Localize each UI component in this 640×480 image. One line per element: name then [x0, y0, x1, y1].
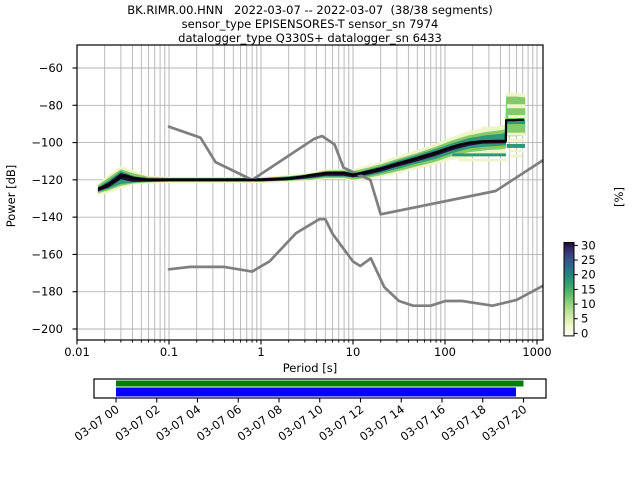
- timeline-tick-label: 03-07 08: [235, 402, 285, 444]
- histogram-cell-strip: [506, 143, 526, 148]
- y-tick-label: −60: [39, 61, 63, 75]
- psd-mode-line: [98, 118, 524, 190]
- x-tick-label: 100: [434, 345, 456, 359]
- timeline-tick-label: 03-07 14: [357, 402, 407, 444]
- histogram-cell-strip: [507, 132, 525, 136]
- y-tick-label: −180: [31, 285, 63, 299]
- figure-title-line2: sensor_type EPISENSORES-T sensor_sn 7974: [182, 17, 439, 31]
- x-tick-label: 1000: [522, 345, 551, 359]
- plot-axes: 0.01 0.1 1 10 100 1000 −60 −80 −100 −120 −140 −160 −…: [31, 44, 552, 359]
- x-axis-label: Period [s]: [283, 361, 337, 375]
- colorbar-tick-label: 15: [581, 282, 596, 296]
- histogram-cell-strip: [507, 104, 526, 109]
- psd-mode-polyline: [98, 118, 524, 190]
- colorbar-label: [%]: [612, 187, 626, 207]
- y-tick-label: −120: [31, 173, 63, 187]
- noise-model-line: [167, 217, 543, 308]
- peterson-noise-model-lines: [167, 125, 543, 308]
- timeline-tick-label: 03-07 02: [112, 402, 162, 444]
- colorbar-tick-label: 25: [581, 253, 596, 267]
- timeline-data-coverage-bar: [116, 380, 524, 387]
- histogram-cell-strip: [510, 154, 523, 158]
- y-tick-label: −200: [31, 322, 63, 336]
- histogram-cell-strip: [506, 120, 526, 125]
- x-tick-label: 10: [346, 345, 361, 359]
- histogram-cell-strip: [452, 153, 506, 157]
- colorbar-tick-label: 10: [581, 297, 596, 311]
- x-tick-label: 0.01: [64, 345, 90, 359]
- figure-title-line3: datalogger_type Q330S+ datalogger_sn 643…: [178, 31, 442, 45]
- colorbar-gradient: [563, 241, 575, 337]
- timeline-tick-label: 03-07 04: [153, 402, 203, 444]
- y-axis-label: Power [dB]: [4, 165, 18, 228]
- timeline-psd-segment-bar: [116, 387, 516, 397]
- histogram-cell-strip: [458, 158, 507, 162]
- noise-model-line: [167, 125, 543, 216]
- histogram-cell-strip: [507, 110, 525, 114]
- colorbar-tick-label: 30: [581, 238, 596, 252]
- x-tick-label: 0.1: [160, 345, 178, 359]
- timeline-tick-label: 03-07 00: [72, 402, 122, 444]
- y-tick-label: −160: [31, 247, 63, 261]
- histogram-cell-strip: [507, 97, 525, 102]
- plot-grid: [76, 45, 543, 340]
- figure-title-line1: BK.RIMR.00.HNN 2022-03-07 -- 2022-03-07 …: [127, 3, 493, 17]
- timeline-tick-label: 03-07 16: [398, 402, 448, 444]
- histogram-cell-strip: [508, 114, 525, 118]
- colorbar-tick-label: 0: [581, 326, 588, 340]
- x-tick-label: 1: [257, 345, 264, 359]
- y-tick-label: −140: [31, 210, 63, 224]
- histogram-cell-strip: [481, 126, 506, 130]
- timeline-tick-label: 03-07 06: [194, 402, 244, 444]
- timeline-tick-label: 03-07 12: [316, 402, 366, 444]
- colorbar-tick-label: 20: [581, 268, 596, 282]
- timeline-tick-label: 03-07 20: [479, 402, 529, 444]
- histogram-layer-probability-8-15pct: [97, 96, 526, 194]
- colorbar-tick-label: 5: [581, 312, 588, 326]
- timeline-tick-label: 03-07 10: [275, 402, 325, 444]
- histogram-cell-strip: [509, 149, 524, 153]
- histogram-cell-strip: [506, 126, 526, 130]
- histogram-cell-strip: [507, 138, 525, 142]
- y-tick-label: −100: [31, 136, 63, 150]
- timeline-tick-label: 03-07 18: [438, 402, 488, 444]
- y-tick-label: −80: [39, 98, 63, 112]
- plot-border: [76, 44, 544, 341]
